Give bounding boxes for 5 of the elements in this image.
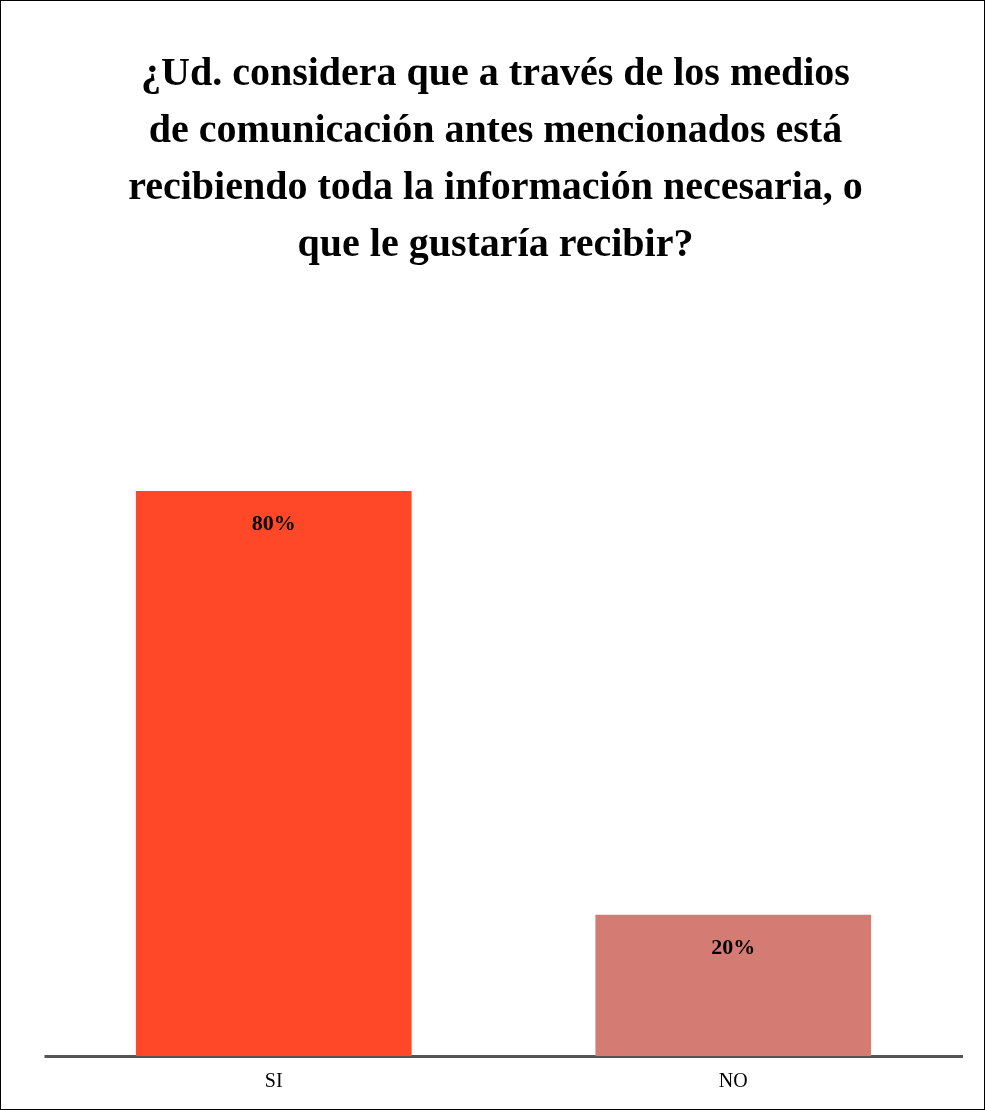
x-tick-label: SI [264,1068,283,1091]
x-tick-label: NO [718,1068,748,1091]
chart-title: ¿Ud. considera que a través de los medios de comunicación antes mencionados está recibiendo toda la información necesaria, o que le gustaría recibir? [127,48,864,267]
data-label: 20% [711,933,756,959]
data-label: 80% [251,510,296,535]
